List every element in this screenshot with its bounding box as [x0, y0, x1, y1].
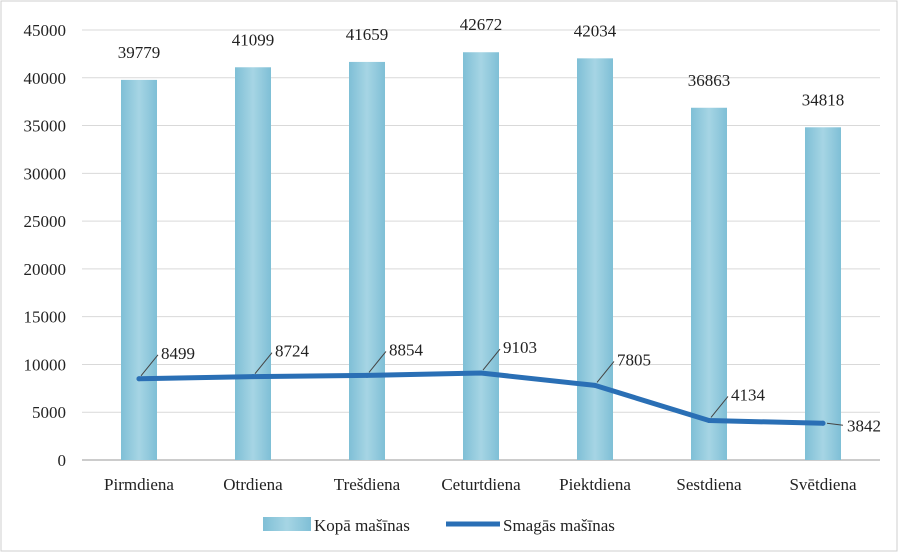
- y-tick-label: 25000: [24, 212, 67, 231]
- bar-value-label: 41099: [232, 30, 275, 49]
- legend-swatch-bars: [263, 517, 311, 531]
- x-tick-label: Ceturtdiena: [441, 475, 521, 494]
- legend-label-bars: Kopā mašīnas: [314, 516, 410, 535]
- bar-value-label: 42034: [574, 21, 617, 40]
- line-point: [250, 374, 256, 380]
- y-tick-label: 40000: [24, 69, 67, 88]
- y-tick-label: 35000: [24, 117, 67, 136]
- x-tick-label: Trešdiena: [334, 475, 401, 494]
- line-value-label: 8724: [275, 342, 310, 361]
- line-series: [136, 370, 826, 426]
- bar-value-label: 34818: [802, 90, 845, 109]
- leader-line: [140, 354, 159, 377]
- bars: [121, 52, 841, 461]
- leader-line: [596, 361, 615, 383]
- line-value-label: 4134: [731, 385, 766, 404]
- x-axis-ticks: Pirmdiena Otrdiena Trešdiena Ceturtdiena Pie…: [104, 475, 857, 494]
- y-tick-label: 10000: [24, 355, 67, 374]
- line-point: [820, 420, 826, 426]
- bar: [463, 52, 499, 461]
- line-point: [478, 370, 484, 376]
- bar-value-label: 41659: [346, 25, 389, 44]
- x-tick-label: Svētdiena: [789, 475, 856, 494]
- bar: [349, 61, 385, 460]
- bar-value-label: 42672: [460, 15, 503, 34]
- leader-line: [482, 348, 501, 371]
- x-tick-label: Sestdiena: [676, 475, 742, 494]
- line-value-label: 3842: [847, 416, 881, 435]
- bar: [577, 58, 613, 461]
- line-point: [706, 417, 712, 423]
- line-point: [592, 382, 598, 388]
- x-tick-label: Piektdiena: [559, 475, 631, 494]
- leader-line: [710, 396, 729, 418]
- y-tick-label: 15000: [24, 308, 67, 327]
- y-tick-label: 30000: [24, 164, 67, 183]
- line-point: [364, 372, 370, 378]
- bar: [235, 67, 271, 461]
- line-value-label: 8854: [389, 340, 424, 359]
- line-value-label: 8499: [161, 344, 195, 363]
- legend-label-line: Smagās mašīnas: [503, 516, 615, 535]
- x-tick-label: Otrdiena: [223, 475, 283, 494]
- bar-value-label: 39779: [118, 43, 161, 62]
- y-tick-label: 20000: [24, 260, 67, 279]
- leader-line: [826, 422, 844, 426]
- bar: [121, 79, 157, 460]
- bar: [691, 107, 727, 461]
- legend: Kopā mašīnas Smagās mašīnas: [263, 516, 615, 535]
- line-value-label: 9103: [503, 338, 537, 357]
- y-axis-ticks: 0 5000 10000 15000 20000 25000 30000 35000 40000…: [24, 21, 67, 470]
- bar: [805, 127, 841, 460]
- y-tick-label: 5000: [32, 403, 66, 422]
- data-labels: 39779 41099 41659 42672 42034 36863 34818 8499 8…: [118, 15, 881, 435]
- x-tick-label: Pirmdiena: [104, 475, 174, 494]
- y-tick-label: 45000: [24, 21, 67, 40]
- y-tick-label: 0: [58, 451, 67, 470]
- line-point: [136, 376, 142, 382]
- bar-value-label: 36863: [688, 71, 731, 90]
- leader-line: [254, 352, 273, 374]
- leader-line: [368, 351, 387, 373]
- line-value-label: 7805: [617, 350, 651, 369]
